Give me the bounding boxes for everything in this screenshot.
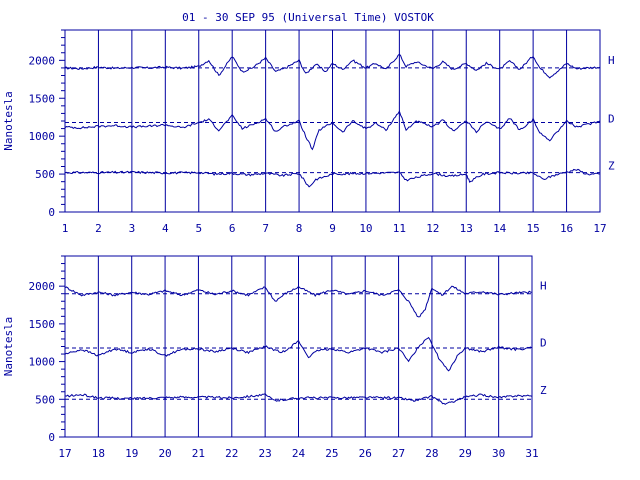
x-tick-label: 9 <box>329 222 336 235</box>
x-tick-label: 25 <box>325 447 338 460</box>
lower-panel: 17 18 19 20 21 22 23 24 25 26 27 28 29 30 31 0 500 1000 15… <box>2 255 547 460</box>
x-tick-label: 15 <box>527 222 540 235</box>
x-tick-label: 1 <box>62 222 69 235</box>
x-tick-label: 19 <box>125 447 138 460</box>
y-tick-label: 1500 <box>29 92 56 105</box>
y-tick-label: 1000 <box>29 356 56 369</box>
x-tick-label: 17 <box>593 222 606 235</box>
x-tick-label: 16 <box>560 222 573 235</box>
x-tick-label: 12 <box>426 222 439 235</box>
x-tick-label: 31 <box>525 447 538 460</box>
x-tick-label: 26 <box>359 447 372 460</box>
x-tick-label: 11 <box>393 222 406 235</box>
x-tick-label: 3 <box>129 222 136 235</box>
y-axis-label: Nanotesla <box>2 91 15 151</box>
series-D-trace <box>64 110 601 151</box>
series-H-trace <box>64 285 533 318</box>
x-tick-label: 29 <box>459 447 472 460</box>
x-tick-label: 5 <box>195 222 202 235</box>
series-D-trace <box>64 336 533 372</box>
series-label-D: D <box>540 336 547 349</box>
series-Z-trace <box>64 168 601 188</box>
series-label-H: H <box>608 54 615 67</box>
x-tick-label: 21 <box>192 447 205 460</box>
y-tick-label: 1500 <box>29 318 56 331</box>
x-tick-label: 10 <box>359 222 372 235</box>
y-tick-label: 2000 <box>29 54 56 67</box>
x-tick-label: 27 <box>392 447 405 460</box>
x-tick-label: 24 <box>292 447 306 460</box>
series-H-trace <box>65 53 601 79</box>
series-label-H: H <box>540 280 547 293</box>
x-tick-label: 6 <box>229 222 236 235</box>
series-label-Z: Z <box>540 384 547 397</box>
x-tick-label: 23 <box>259 447 272 460</box>
series-label-Z: Z <box>608 159 615 172</box>
y-tick-label: 1000 <box>29 130 56 143</box>
series-label-D: D <box>608 112 615 125</box>
chart-title: 01 - 30 SEP 95 (Universal Time) VOSTOK <box>182 11 434 24</box>
x-tick-label: 17 <box>58 447 71 460</box>
y-tick-label: 500 <box>35 393 55 406</box>
y-tick-label: 500 <box>35 168 55 181</box>
upper-panel: 1 2 3 4 5 6 7 8 9 10 11 12 13 14 15 16 17050010001500200… <box>2 29 615 235</box>
y-axis-label: Nanotesla <box>2 317 15 377</box>
x-tick-label: 22 <box>225 447 238 460</box>
x-tick-label: 20 <box>158 447 171 460</box>
x-tick-label: 4 <box>162 222 169 235</box>
x-tick-label: 8 <box>296 222 303 235</box>
x-tick-label: 7 <box>262 222 269 235</box>
x-tick-label: 14 <box>493 222 507 235</box>
x-tick-label: 30 <box>492 447 505 460</box>
series-Z-trace <box>64 393 533 405</box>
x-tick-label: 13 <box>460 222 473 235</box>
y-tick-label: 2000 <box>29 280 56 293</box>
x-tick-label: 18 <box>92 447 105 460</box>
y-tick-label: 0 <box>48 431 55 444</box>
y-tick-label: 0 <box>48 206 55 219</box>
x-tick-label: 2 <box>95 222 102 235</box>
x-tick-label: 28 <box>425 447 438 460</box>
